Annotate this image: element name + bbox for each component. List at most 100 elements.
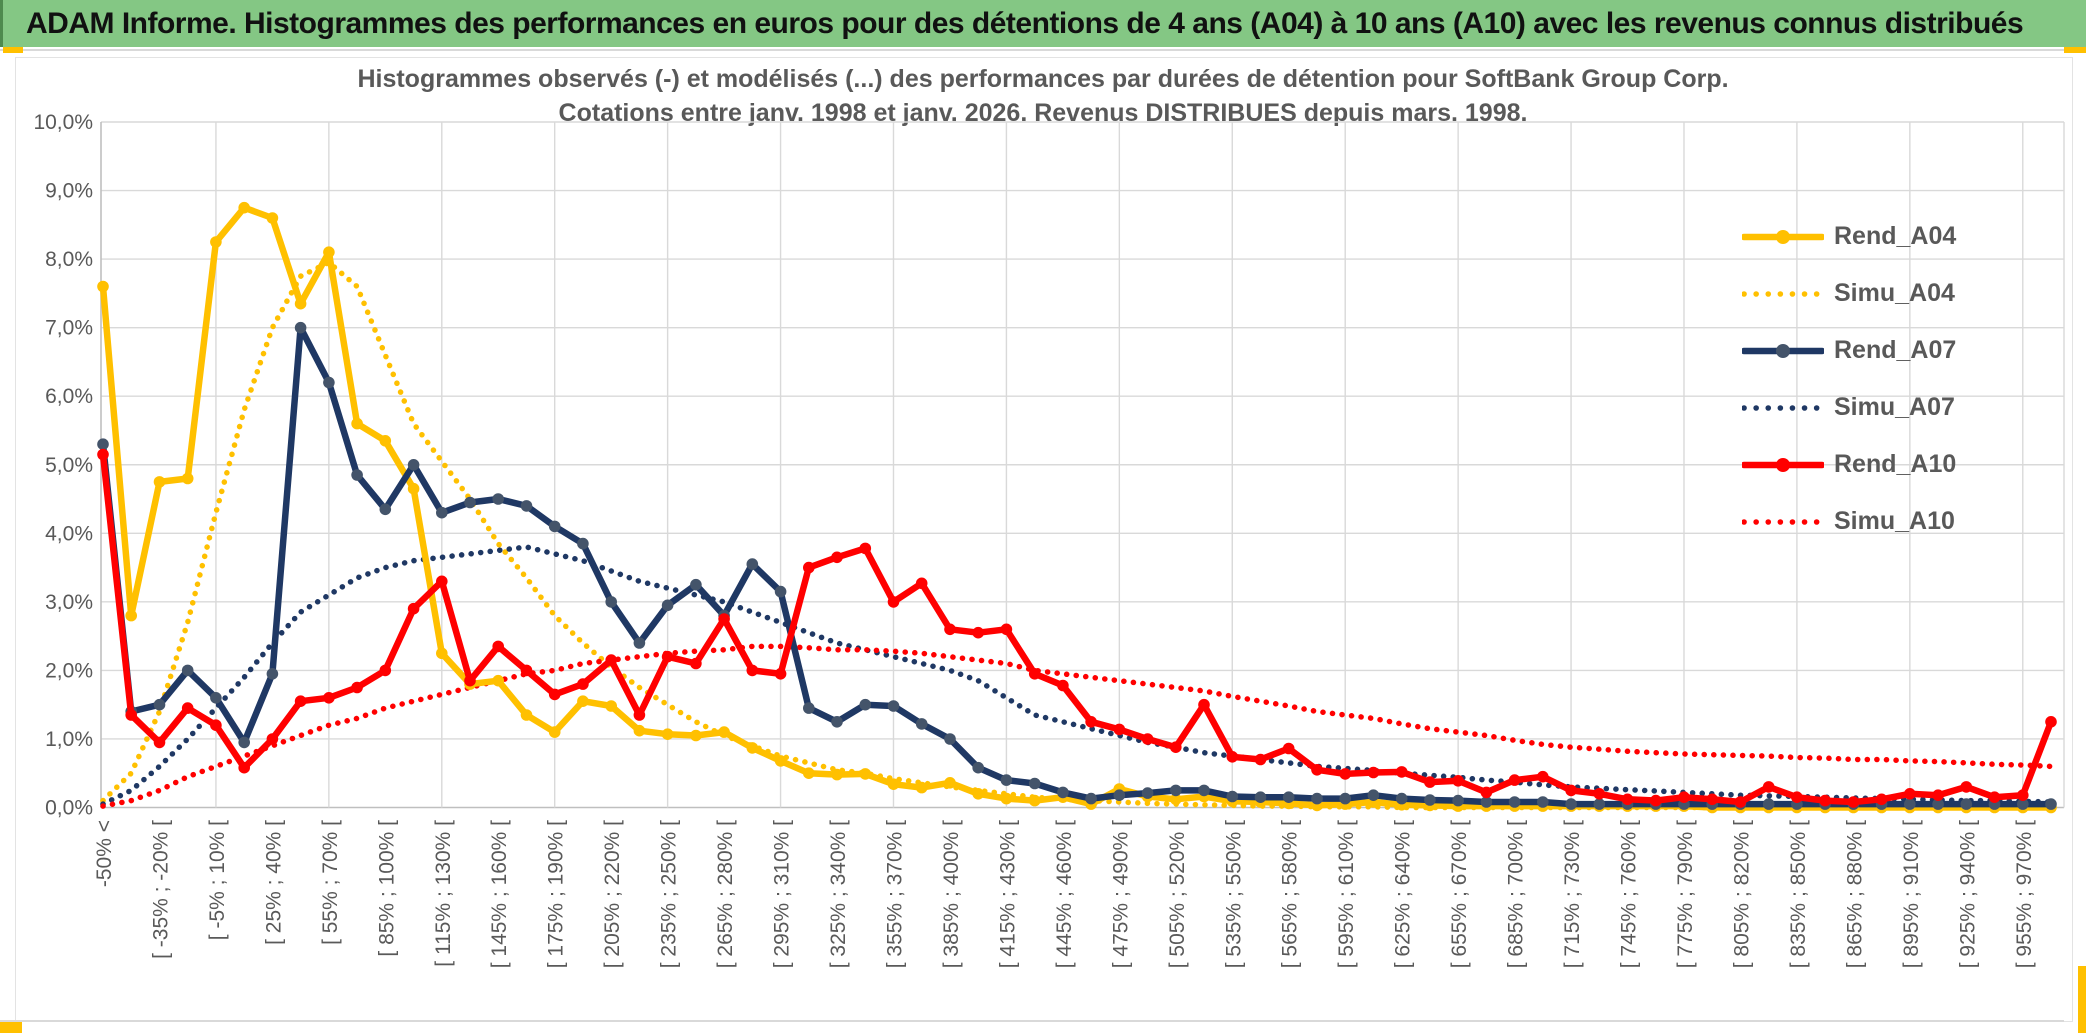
data-point-marker <box>1311 764 1323 776</box>
data-point-marker <box>1762 781 1775 793</box>
data-point-marker <box>1339 768 1351 780</box>
data-point-marker <box>407 482 420 495</box>
data-point-marker <box>153 736 166 749</box>
data-point-marker <box>1508 796 1521 808</box>
legend-item-Simu_A04[interactable]: Simu_A04 <box>1742 265 2042 322</box>
y-axis-tick-label: 6,0% <box>45 385 93 408</box>
data-point-marker <box>1904 798 1916 810</box>
data-point-marker <box>1028 794 1041 807</box>
legend-label: Simu_A04 <box>1834 279 1955 307</box>
series-line-Simu_A10[interactable] <box>100 643 2054 809</box>
y-axis-tick-label: 1,0% <box>45 728 93 751</box>
x-axis-tick-label: [ 925% ; 940% [ <box>1956 820 1979 968</box>
series-line-Simu_A04[interactable] <box>100 259 2054 811</box>
header-left-edge-strip <box>0 0 3 47</box>
data-point-marker <box>915 577 928 590</box>
series-line-Rend_A07[interactable] <box>99 324 2055 808</box>
data-point-marker <box>1339 792 1351 805</box>
header-underline-gray <box>0 49 2086 51</box>
data-point-marker <box>1254 753 1267 766</box>
data-point-marker <box>605 654 617 666</box>
data-point-marker <box>859 542 872 555</box>
legend-label: Rend_A07 <box>1834 336 1957 364</box>
legend-item-Simu_A10[interactable]: Simu_A10 <box>1742 493 2042 550</box>
y-axis-tick-label: 7,0% <box>45 317 93 340</box>
data-point-marker <box>605 596 617 608</box>
series-markers-Rend_A10 <box>97 448 2057 808</box>
x-axis-tick-label: [ 715% ; 730% [ <box>1561 820 1584 968</box>
chart-title-line1: Histogrammes observés (-) et modélisés (… <box>357 65 1729 93</box>
data-point-marker <box>803 561 815 574</box>
data-point-marker <box>548 688 561 701</box>
data-point-marker <box>1311 792 1323 805</box>
series-line-Rend_A04[interactable] <box>99 204 2055 811</box>
x-axis-tick-label: [ -35% ; -20% [ <box>149 820 172 959</box>
legend-item-Rend_A10[interactable]: Rend_A10 <box>1742 436 2042 493</box>
data-point-marker <box>887 700 900 712</box>
data-point-marker <box>379 664 392 677</box>
data-point-marker <box>407 602 420 615</box>
data-point-marker <box>1480 796 1493 808</box>
x-axis-tick-label: [ 475% ; 490% [ <box>1109 820 1132 968</box>
page-title: ADAM Informe. Histogrammes des performan… <box>26 6 2024 40</box>
series-line-Rend_A10[interactable] <box>99 451 2055 806</box>
data-point-marker <box>831 716 843 728</box>
y-axis-tick-label: 4,0% <box>45 522 93 545</box>
bottom-left-gold-accent <box>0 1022 22 1033</box>
legend-item-Simu_A07[interactable]: Simu_A07 <box>1742 379 2042 436</box>
data-point-marker <box>577 678 589 690</box>
data-point-marker <box>746 664 759 677</box>
data-point-marker <box>1508 774 1521 786</box>
y-axis-tick-label: 8,0% <box>45 248 93 271</box>
data-point-marker <box>633 637 646 649</box>
legend-item-Rend_A04[interactable]: Rend_A04 <box>1742 208 2042 265</box>
data-point-marker <box>181 702 194 714</box>
data-point-marker <box>97 280 109 293</box>
data-point-marker <box>1282 791 1295 803</box>
data-point-marker <box>181 664 194 677</box>
x-axis-tick-label: [ 145% ; 160% [ <box>488 820 511 968</box>
x-axis-tick-label: [ 175% ; 190% [ <box>545 820 568 968</box>
data-point-marker <box>1791 791 1803 803</box>
legend-item-Rend_A07[interactable]: Rend_A07 <box>1742 322 2042 379</box>
data-point-marker <box>972 626 984 639</box>
data-point-marker <box>690 578 702 591</box>
data-point-marker <box>238 736 250 749</box>
data-point-marker <box>238 201 250 214</box>
data-point-marker <box>1085 792 1097 805</box>
data-point-marker <box>266 733 279 745</box>
data-point-marker <box>1198 784 1210 797</box>
data-point-marker <box>1424 794 1436 806</box>
data-point-marker <box>605 700 617 712</box>
data-point-marker <box>1367 789 1380 801</box>
data-point-marker <box>436 647 448 660</box>
data-point-marker <box>520 500 533 512</box>
chart-area-frame[interactable] <box>15 57 2073 1022</box>
data-point-marker <box>718 613 730 625</box>
data-point-marker <box>1988 791 2001 803</box>
data-point-marker <box>887 778 900 790</box>
data-point-marker <box>831 551 843 564</box>
data-point-marker <box>1452 794 1464 807</box>
x-axis-tick-label: [ 745% ; 760% [ <box>1618 820 1641 968</box>
data-point-marker <box>1367 766 1380 779</box>
data-point-marker <box>1226 790 1239 803</box>
data-point-marker <box>238 761 250 774</box>
data-point-marker <box>323 692 335 704</box>
legend-label: Rend_A04 <box>1834 222 1957 250</box>
data-point-marker <box>181 472 194 485</box>
data-point-marker <box>1057 679 1069 692</box>
data-point-marker <box>2045 798 2057 810</box>
data-point-marker <box>1650 794 1662 807</box>
x-axis-tick-label: [ 865% ; 880% [ <box>1843 820 1866 968</box>
x-axis-tick-label: [ 895% ; 910% [ <box>1900 820 1923 968</box>
data-point-marker <box>1226 751 1239 763</box>
y-axis-tick-label: 2,0% <box>45 659 93 682</box>
data-point-marker <box>323 376 335 389</box>
data-point-marker <box>690 657 702 670</box>
x-axis-tick-label: [ 25% ; 40% [ <box>262 820 285 945</box>
x-axis-tick-label: [ -5% ; 10% [ <box>206 820 229 940</box>
legend-label: Rend_A10 <box>1834 450 1957 478</box>
x-axis-tick-label: [ 625% ; 640% [ <box>1392 820 1415 968</box>
